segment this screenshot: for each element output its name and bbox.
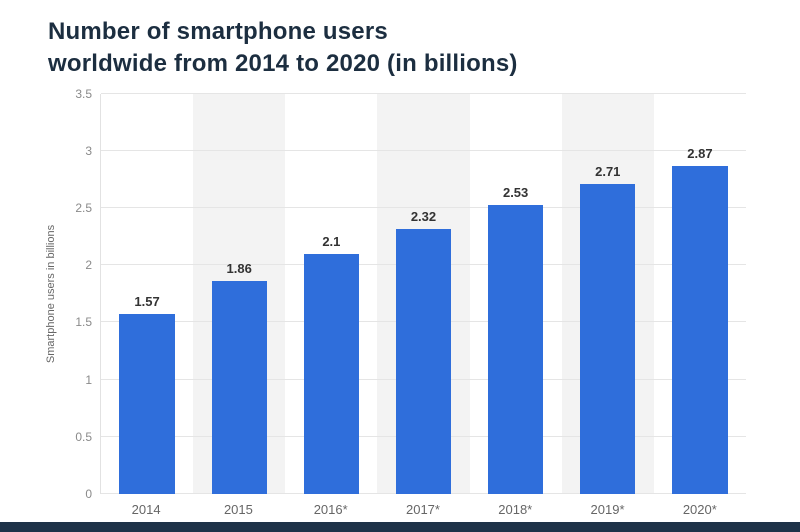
bar-slot: 2.87: [654, 94, 746, 494]
bar-slot: 1.86: [193, 94, 285, 494]
bar-value-label: 2.87: [687, 145, 713, 161]
y-axis-ticks: 0 0.5 1 1.5 2 2.5 3 3.5: [62, 87, 100, 501]
x-axis-labels: 2014 2015 2016* 2017* 2018* 2019* 2020*: [100, 494, 746, 517]
chart-title: Number of smartphone users worldwide fro…: [48, 16, 752, 80]
gridline: [101, 207, 746, 209]
bar: [580, 184, 636, 494]
x-tick-label: 2014: [131, 501, 161, 517]
bar: [303, 253, 359, 494]
plot-area: 1.57 1.86 2.1 2.32 2.53 2.71 2.87: [100, 92, 746, 494]
y-tick-label: 2.5: [75, 201, 92, 216]
chart-title-line1: Number of smartphone users: [48, 18, 388, 45]
x-tick-label: 2018*: [498, 501, 533, 517]
x-tick-label: 2015: [223, 501, 253, 517]
chart-header: Number of smartphone users worldwide fro…: [0, 0, 800, 84]
bar: [119, 314, 175, 494]
bar-slot: 2.53: [470, 94, 562, 494]
bar-value-label: 2.71: [595, 164, 621, 180]
chart: Smartphone users in billions 0 0.5 1 1.5 2 2.…: [0, 84, 800, 517]
gridline: [101, 149, 746, 151]
bar-value-label: 2.1: [322, 233, 341, 249]
bars-layer: 1.57 1.86 2.1 2.32 2.53 2.71 2.87: [101, 94, 746, 494]
x-tick-label: 2019*: [590, 501, 625, 517]
bar-value-label: 1.57: [134, 294, 160, 310]
bar: [211, 281, 267, 494]
plot-column: 1.57 1.86 2.1 2.32 2.53 2.71 2.87 2014 2015 2016…: [100, 92, 746, 517]
y-tick-label: 3: [85, 143, 92, 158]
bar: [487, 204, 544, 494]
y-tick-label: 0.5: [75, 429, 92, 444]
bar: [672, 165, 728, 494]
bar-slot: 1.57: [101, 94, 193, 494]
y-axis-title: Smartphone users in billions: [45, 224, 57, 363]
bar-slot: 2.1: [285, 94, 377, 494]
y-tick-label: 3.5: [75, 86, 92, 101]
gridline: [101, 92, 746, 94]
bar-value-label: 2.53: [502, 184, 529, 200]
y-tick-label: 1: [85, 372, 92, 387]
bar-slot: 2.32: [377, 94, 469, 494]
x-tick-label: 2016*: [313, 501, 348, 517]
bar-value-label: 2.32: [410, 208, 437, 224]
bar-slot: 2.71: [562, 94, 654, 494]
bar: [395, 228, 452, 494]
bar-value-label: 1.86: [226, 261, 252, 277]
y-tick-label: 1.5: [75, 315, 92, 330]
footer-bar: [0, 522, 800, 532]
y-tick-label: 0: [85, 486, 92, 501]
x-tick-label: 2020*: [682, 501, 717, 517]
y-tick-label: 2: [85, 258, 92, 273]
y-axis-title-wrap: Smartphone users in billions: [40, 94, 62, 494]
chart-title-line2: worldwide from 2014 to 2020 (in billions…: [48, 49, 518, 77]
x-tick-label: 2017*: [405, 501, 440, 517]
